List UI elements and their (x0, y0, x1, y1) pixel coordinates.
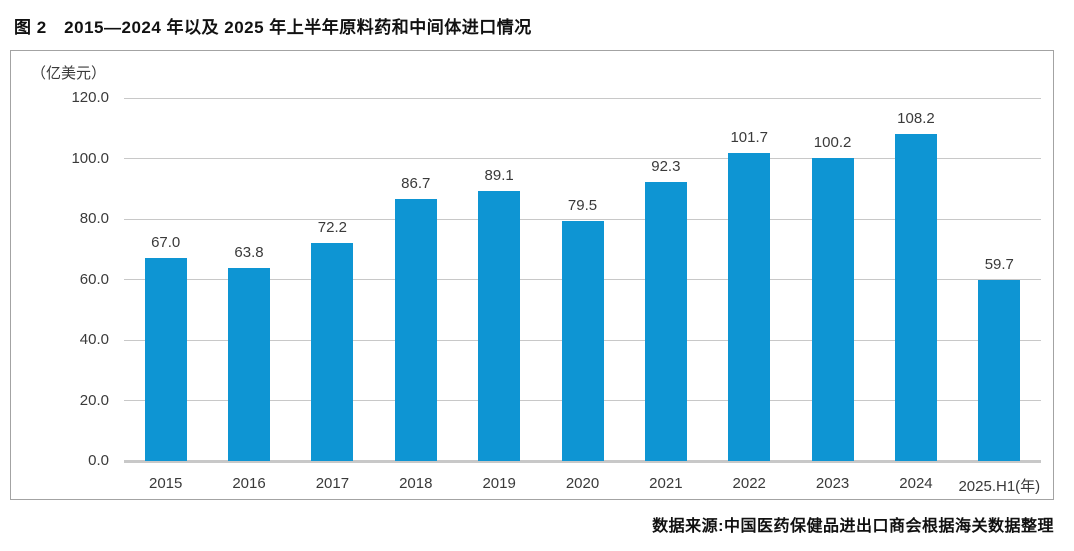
y-tick-label: 0.0 (88, 452, 109, 469)
bar (228, 268, 271, 461)
x-tick-label: 2017 (315, 475, 350, 492)
bar-value-label: 100.2 (813, 133, 852, 151)
x-tick-label: 2024 (899, 475, 933, 492)
y-axis-unit-label: （亿美元） (31, 65, 107, 82)
y-tick-label: 80.0 (79, 210, 109, 227)
bar-value-label: 59.7 (984, 256, 1014, 274)
bar (978, 280, 1021, 461)
x-tick-label: 2023 (815, 475, 850, 492)
bar (394, 198, 437, 461)
bar-value-label: 79.5 (567, 196, 598, 214)
bar-value-label: 67.0 (151, 234, 181, 252)
bar (728, 153, 771, 461)
y-tick-label: 100.0 (71, 149, 109, 167)
x-tick-label: 2018 (399, 475, 433, 492)
y-tick-label: 20.0 (79, 391, 109, 409)
x-tick-label: 2022 (732, 475, 766, 492)
y-tick-label: 40.0 (79, 331, 109, 348)
bar (894, 133, 937, 461)
plot-area: 0.0 20.0 40.0 60.0 80.0 100.0 120.0 67.0 2015 63.… (71, 89, 1041, 495)
bar (811, 157, 854, 461)
bar-value-label: 89.1 (484, 167, 514, 185)
bar-value-label: 101.7 (730, 129, 768, 147)
bar (311, 242, 354, 461)
gridline (124, 158, 1041, 159)
bar (144, 258, 187, 461)
gridline (124, 218, 1041, 220)
x-tick-label: 2016 (232, 475, 266, 492)
bar (644, 181, 687, 461)
y-tick-label: 120.0 (71, 89, 109, 106)
bar-value-label: 108.2 (897, 109, 935, 127)
y-tick-label: 60.0 (79, 270, 109, 288)
bar (561, 220, 604, 461)
bar-value-label: 72.2 (317, 218, 347, 236)
figure-title: 图 2 2015—2024 年以及 2025 年上半年原料药和中间体进口情况 (14, 18, 532, 37)
bar (478, 191, 521, 461)
x-axis-line (124, 460, 1041, 463)
bar-value-label: 92.3 (651, 157, 681, 175)
bar-value-label: 86.7 (401, 174, 431, 192)
x-tick-label: 2019 (482, 475, 516, 492)
chart-container: （亿美元） 0.0 20.0 40.0 60.0 80.0 100.0 120.0 67.0 2… (10, 50, 1054, 500)
x-tick-label: 2020 (565, 475, 600, 492)
bar-value-label: 63.8 (234, 244, 264, 261)
x-tick-label: 2015 (149, 475, 183, 492)
x-tick-label: 2025.H1(年) (958, 478, 1041, 495)
gridline (124, 97, 1041, 99)
x-tick-label: 2021 (649, 475, 683, 492)
data-source-note: 数据来源:中国医药保健品进出口商会根据海关数据整理 (652, 518, 1054, 535)
